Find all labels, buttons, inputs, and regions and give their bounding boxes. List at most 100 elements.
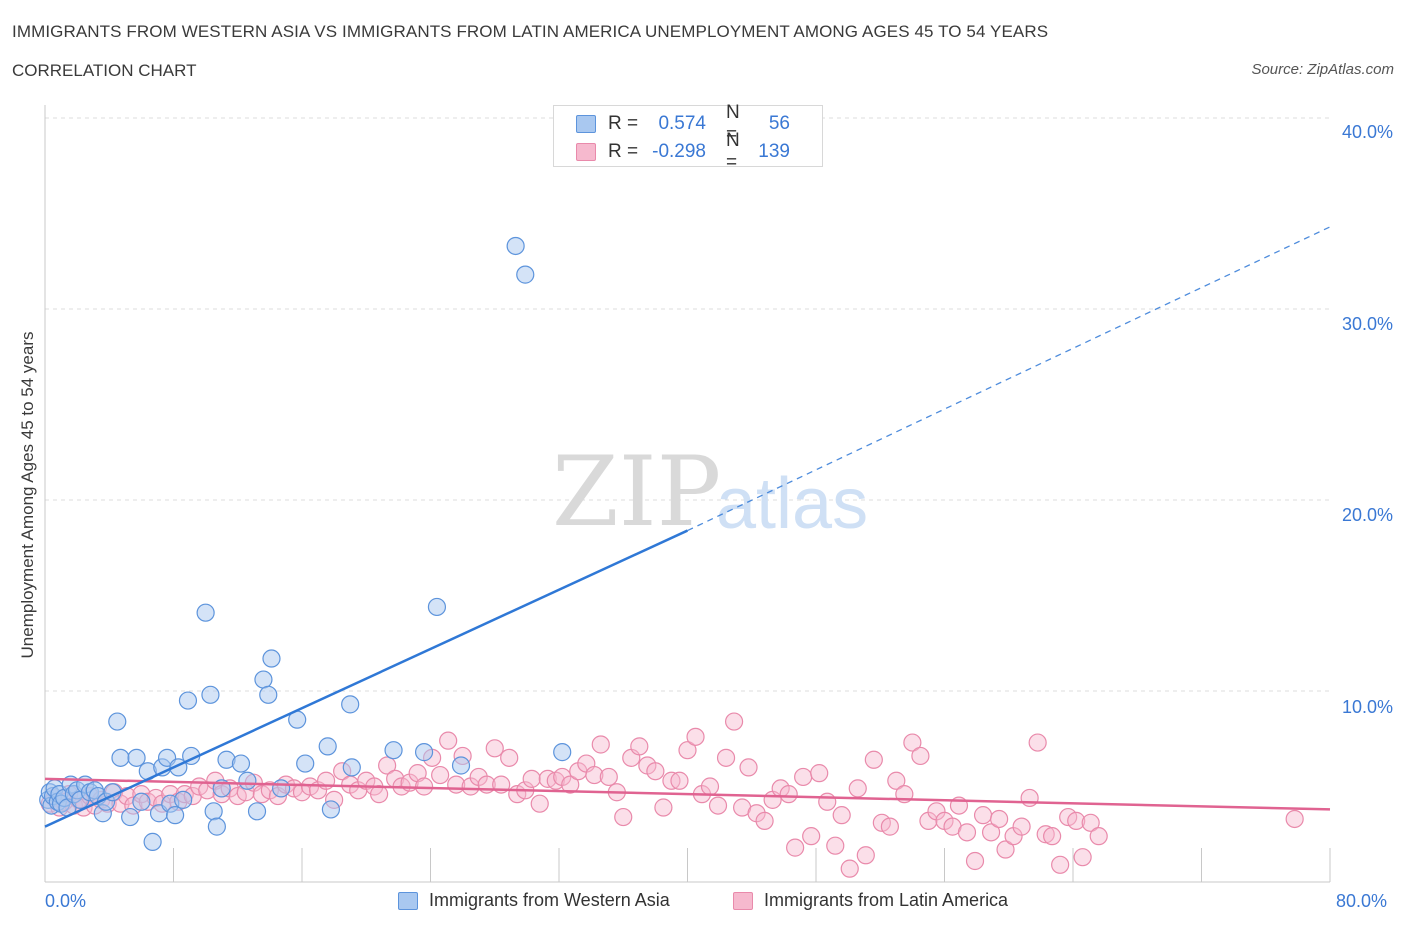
latin-america-point (779, 785, 798, 804)
latin-america-point (1073, 848, 1092, 867)
latin-america-point (887, 771, 906, 790)
latin-america-point (786, 838, 805, 857)
latin-america-point (561, 775, 580, 794)
latin-america-point (530, 794, 549, 813)
legend-r-value: 0.574 (658, 113, 706, 134)
western-asia-point (143, 832, 162, 851)
latin-america-point (832, 806, 851, 825)
western-asia-point (414, 743, 434, 762)
western-asia-point (121, 807, 140, 827)
legend-swatch-pink (576, 143, 596, 161)
legend-n-label: N = (726, 102, 740, 145)
chart-subtitle: CORRELATION CHART (12, 61, 197, 80)
legend-r-label: R = (608, 141, 639, 162)
legend-n-value: 56 (768, 113, 790, 134)
watermark-atlas: atlas (716, 464, 868, 544)
legend-n-value: 139 (758, 141, 790, 162)
western-asia-point (321, 800, 341, 819)
western-asia-point (111, 748, 130, 767)
y-tick-30: 30.0% (1341, 314, 1393, 334)
legend-row-latin-america: R = -0.298 N = 139 (576, 130, 790, 173)
latin-america-point (818, 792, 837, 811)
legend-r-value: -0.298 (652, 141, 706, 162)
latin-america-point (686, 727, 705, 746)
latin-america-point (856, 846, 875, 865)
latin-america-point (646, 762, 665, 781)
western-asia-point (341, 695, 360, 714)
latin-america-point (826, 836, 845, 855)
latin-america-point (591, 735, 610, 754)
latin-america-point (903, 733, 922, 752)
western-asia-point (132, 792, 151, 811)
western-asia-point (254, 670, 273, 689)
latin-america-point (1051, 855, 1070, 874)
latin-america-point (378, 756, 397, 775)
western-asia-point (174, 790, 193, 809)
latin-america-point (599, 767, 618, 787)
latin-america-point (848, 779, 867, 798)
western-asia-point (384, 741, 403, 760)
latin-america-point (431, 765, 450, 785)
y-tick-10: 10.0% (1341, 697, 1393, 717)
latin-america-point (654, 798, 673, 817)
latin-america-point (1081, 813, 1100, 832)
latin-america-point (973, 806, 993, 825)
x-tick-max: 80.0% (1336, 891, 1388, 911)
western-asia-point (272, 779, 291, 798)
western-asia-points (39, 236, 572, 851)
latin-america-point (864, 750, 883, 769)
western-asia-point (262, 649, 281, 668)
latin-america-point (802, 827, 821, 846)
latin-america-point (716, 748, 736, 767)
source-label: Source: ZipAtlas.com (1251, 61, 1394, 78)
bottom-legend-latin-america: Immigrants from Latin America (733, 890, 1008, 911)
latin-america-point (678, 741, 697, 760)
latin-america-point (880, 817, 899, 836)
latin-america-point (911, 746, 930, 766)
western-asia-point (296, 754, 315, 773)
western-asia-point (451, 756, 471, 775)
latin-america-point (708, 796, 728, 815)
latin-america-point (614, 807, 633, 827)
western-asia-point (231, 754, 251, 773)
latin-america-point (996, 840, 1015, 859)
latin-america-point (1285, 809, 1304, 829)
trend-lines (44, 226, 1331, 828)
y-axis-label: Unemployment Among Ages 45 to 54 years (18, 331, 37, 659)
latin-america-point (794, 767, 813, 787)
latin-america-points (40, 712, 1304, 878)
western-asia-point (259, 685, 278, 704)
legend-label-latin-america: Immigrants from Latin America (764, 890, 1009, 910)
western-asia-point (553, 743, 572, 762)
legend-swatch-blue (576, 115, 596, 133)
western-asia-point (342, 758, 361, 777)
western-asia-point (127, 748, 146, 767)
latin-america-point (724, 712, 744, 731)
legend-row-western-asia: R = 0.574 N = 56 (576, 102, 790, 145)
western-asia-point (166, 806, 185, 825)
latin-america-trend-line (44, 777, 1331, 811)
latin-america-point (965, 851, 985, 871)
western-asia-point (196, 603, 215, 622)
stats-legend: R = 0.574 N = 56 R = -0.298 N = 139 (553, 102, 823, 173)
latin-america-point (1043, 827, 1062, 846)
latin-america-point (700, 777, 720, 796)
bottom-legend-western-asia: Immigrants from Western Asia (398, 890, 670, 911)
legend-swatch-blue (398, 891, 418, 910)
latin-america-point (1036, 825, 1055, 844)
grid-lines (45, 117, 1330, 692)
latin-america-point (585, 765, 604, 785)
latin-america-point (522, 769, 541, 788)
western-asia-point (201, 685, 220, 704)
latin-america-point (810, 764, 829, 783)
latin-america-point (840, 859, 859, 878)
western-asia-point (318, 737, 337, 756)
latin-america-point (1089, 827, 1108, 846)
y-tick-40: 40.0% (1341, 122, 1393, 142)
latin-america-point (1012, 817, 1031, 836)
latin-america-point (670, 771, 689, 790)
latin-america-point (439, 731, 458, 750)
latin-america-point (1067, 811, 1086, 830)
axes (44, 105, 1331, 883)
